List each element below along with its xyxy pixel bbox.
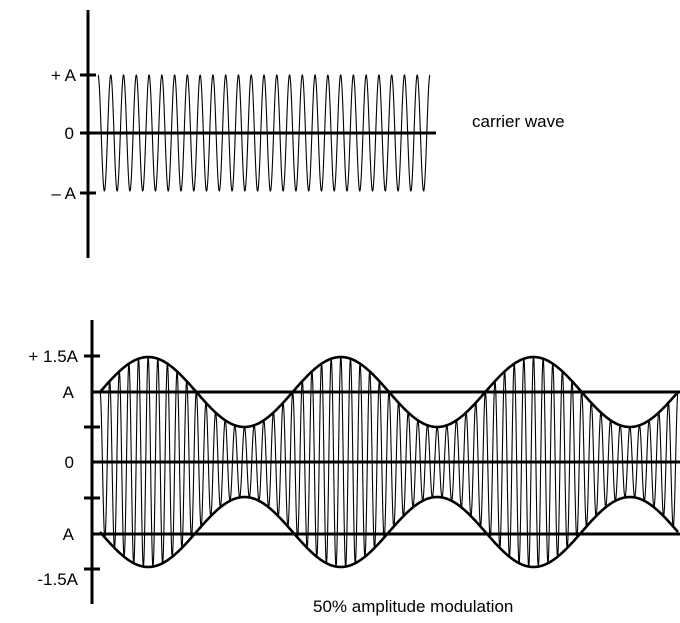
carrier-wave-trace	[97, 74, 431, 192]
modulation-label-zero: 0	[65, 453, 74, 472]
carrier-label-minus-a: – A	[51, 184, 76, 203]
modulation-caption: 50% amplitude modulation	[313, 597, 513, 616]
carrier-panel: + A 0 – A carrier wave	[51, 10, 565, 258]
modulation-label-minus-1-5a: -1.5A	[37, 570, 78, 589]
modulation-panel: + 1.5A A 0 A -1.5A 50% amplitude modulat…	[28, 320, 680, 616]
modulation-label-plus-a: A	[63, 383, 75, 402]
carrier-label-plus-a: + A	[51, 66, 77, 85]
modulation-label-minus-a: A	[63, 525, 75, 544]
carrier-caption: carrier wave	[472, 112, 565, 131]
modulation-label-plus-1-5a: + 1.5A	[28, 347, 78, 366]
upper-envelope	[99, 355, 679, 429]
lower-envelope	[99, 495, 679, 569]
carrier-label-zero: 0	[65, 124, 74, 143]
